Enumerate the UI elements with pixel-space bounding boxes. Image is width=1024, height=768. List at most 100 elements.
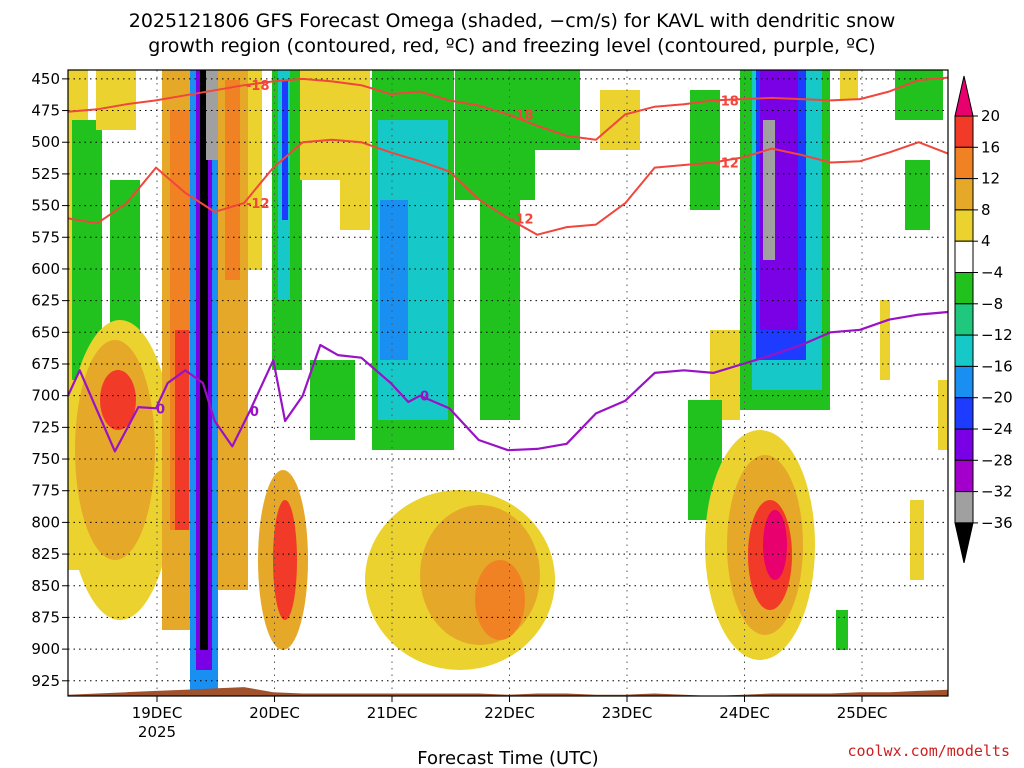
omega-patch xyxy=(910,500,924,580)
colorbar-label: 20 xyxy=(981,107,1000,125)
plot-frame xyxy=(67,69,949,697)
omega-patch xyxy=(206,70,220,160)
y-tick-label: 450 xyxy=(31,70,60,88)
colorbar-swatch xyxy=(954,491,974,524)
y-tick-label: 850 xyxy=(31,577,60,595)
dgz-contour xyxy=(68,76,948,141)
colorbar-label: −16 xyxy=(981,357,1013,375)
y-tick-label: 900 xyxy=(31,640,60,658)
y-tick-label: 925 xyxy=(31,672,60,690)
colorbar-swatch xyxy=(954,209,974,242)
colorbar-label: 8 xyxy=(981,201,991,219)
omega-patch xyxy=(690,90,720,210)
colorbar-label: 4 xyxy=(981,232,991,250)
freezing-level-contour xyxy=(68,310,948,453)
colorbar-swatch xyxy=(954,303,974,336)
omega-patch xyxy=(310,360,355,440)
omega-patch xyxy=(273,500,297,620)
colorbar-swatch xyxy=(954,334,974,367)
chart-title: 2025121806 GFS Forecast Omega (shaded, −… xyxy=(129,10,896,32)
omega-patch xyxy=(763,120,775,260)
colorbar-label: −36 xyxy=(981,514,1013,532)
omega-patch xyxy=(905,160,930,230)
omega-patch xyxy=(530,70,580,150)
terrain xyxy=(68,687,948,696)
colorbar-label: −28 xyxy=(981,451,1013,469)
x-tick-label: 24DEC xyxy=(719,704,770,722)
omega-patch xyxy=(175,330,189,530)
colorbar-swatch xyxy=(954,146,974,180)
y-tick-label: 650 xyxy=(31,323,60,341)
omega-shading xyxy=(68,70,948,690)
colorbar-swatch xyxy=(954,178,974,211)
colorbar-swatch xyxy=(954,240,974,273)
freezing-level-label: 0 xyxy=(156,402,165,417)
dgz-contour-label: -12 xyxy=(246,197,270,212)
x-tick-label: 25DEC xyxy=(837,704,888,722)
freezing-level-label: 0 xyxy=(250,405,259,420)
dgz-contour xyxy=(68,138,948,236)
colorbar-arrow-top xyxy=(954,75,974,117)
dgz-contour-label: -12 xyxy=(715,157,739,172)
credit-text: coolwx.com/modelts xyxy=(847,742,1010,760)
colorbar-label: −4 xyxy=(981,264,1003,282)
y-tick-label: 550 xyxy=(31,197,60,215)
colorbar-label: 12 xyxy=(981,170,1000,188)
omega-patch xyxy=(880,300,890,380)
omega-patch xyxy=(282,80,288,220)
terrain-fill xyxy=(68,687,948,696)
colorbar-swatch xyxy=(954,272,974,305)
plot-area: -18 -18 -18 -12 -12 -12 0 0 0 xyxy=(68,70,948,696)
y-tick-label: 600 xyxy=(31,260,60,278)
freezing-level-label: 0 xyxy=(420,390,429,405)
y-tick-label: 675 xyxy=(31,355,60,373)
y-tick-label: 500 xyxy=(31,133,60,151)
dgz-contour-label: -18 xyxy=(246,79,270,94)
omega-patch xyxy=(475,560,525,640)
omega-patch xyxy=(110,180,140,340)
omega-patch xyxy=(300,70,340,180)
y-tick-label: 700 xyxy=(31,387,60,405)
colorbar-label: −24 xyxy=(981,420,1013,438)
colorbar-label: 16 xyxy=(981,138,1000,156)
colorbar-swatch xyxy=(954,365,974,399)
x-tick-label: 19DEC xyxy=(132,704,183,722)
y-tick-label: 750 xyxy=(31,450,60,468)
colorbar-swatch xyxy=(954,115,974,148)
colorbar-arrow-bottom xyxy=(954,522,974,564)
y-tick-label: 625 xyxy=(31,292,60,310)
omega-patch xyxy=(380,200,408,360)
omega-patch xyxy=(480,200,520,420)
dgz-contour-label: -12 xyxy=(510,212,534,227)
dgz-contour-label: -18 xyxy=(510,108,534,123)
y-tick-label: 775 xyxy=(31,482,60,500)
omega-patch xyxy=(836,610,848,650)
x-tick-label: 23DEC xyxy=(602,704,653,722)
y-tick-label: 525 xyxy=(31,165,60,183)
y-tick-label: 575 xyxy=(31,228,60,246)
x-tick-label: 21DEC xyxy=(367,704,418,722)
chart-subtitle: growth region (contoured, red, ºC) and f… xyxy=(148,35,875,57)
y-tick-label: 825 xyxy=(31,545,60,563)
omega-patch xyxy=(248,70,262,270)
colorbar-swatch xyxy=(954,428,974,461)
y-tick-label: 875 xyxy=(31,608,60,626)
omega-patch xyxy=(840,70,858,100)
y-tick-label: 475 xyxy=(31,102,60,120)
omega-patch xyxy=(763,510,787,580)
colorbar-swatch xyxy=(954,397,974,430)
omega-patch xyxy=(225,80,240,280)
x-tick-label: 20DEC xyxy=(249,704,300,722)
omega-patch xyxy=(96,70,136,130)
colorbar-label: −12 xyxy=(981,326,1013,344)
y-tick-label: 800 xyxy=(31,513,60,531)
y-tick-label: 725 xyxy=(31,418,60,436)
omega-patch xyxy=(938,380,948,450)
x-tick-year: 2025 xyxy=(138,723,176,741)
dgz-contour-label: -18 xyxy=(715,94,739,109)
omega-patch xyxy=(100,370,136,430)
omega-patch xyxy=(200,70,208,650)
omega-patch xyxy=(455,70,535,200)
